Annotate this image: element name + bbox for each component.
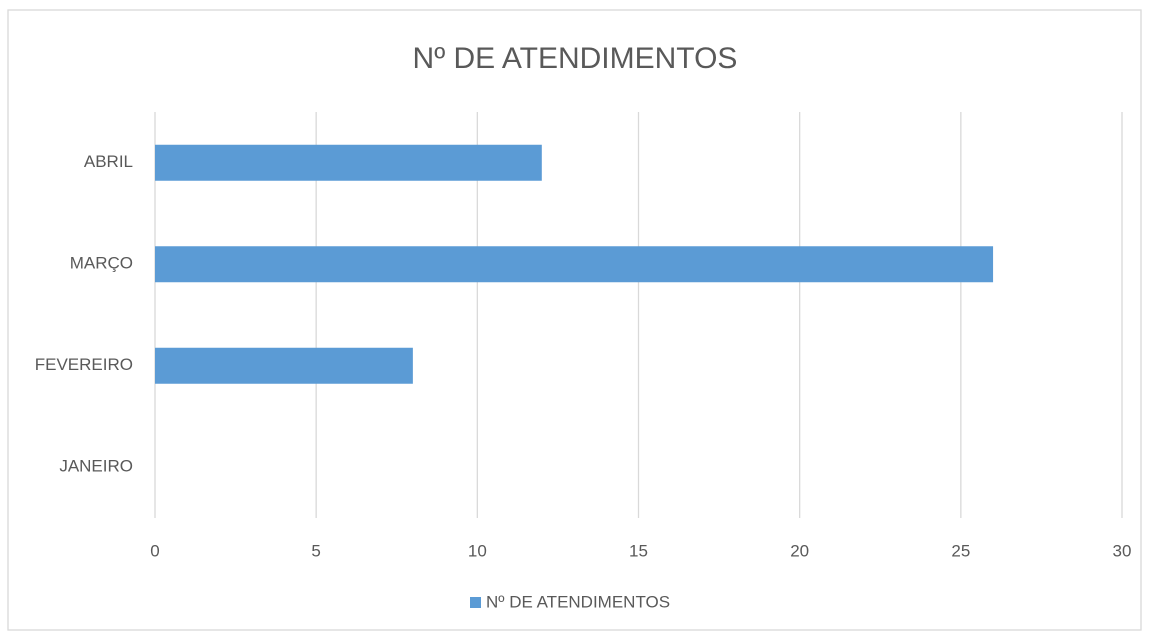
y-tick-label: FEVEREIRO <box>35 355 133 374</box>
chart-title: Nº DE ATENDIMENTOS <box>413 42 738 75</box>
x-tick-label: 10 <box>468 541 487 560</box>
x-tick-label: 0 <box>150 541 159 560</box>
legend-label: Nº DE ATENDIMENTOS <box>486 592 670 611</box>
x-tick-label: 5 <box>311 541 320 560</box>
bar <box>155 347 413 384</box>
x-tick-label: 25 <box>951 541 970 560</box>
bar <box>155 144 542 181</box>
y-tick-label: JANEIRO <box>59 457 133 476</box>
legend-swatch <box>470 597 481 608</box>
bar <box>155 246 994 283</box>
y-tick-label: MARÇO <box>70 254 133 273</box>
x-tick-label: 30 <box>1113 541 1132 560</box>
x-tick-label: 15 <box>629 541 648 560</box>
x-tick-label: 20 <box>790 541 809 560</box>
chart-border <box>7 9 1142 631</box>
y-tick-label: ABRIL <box>84 152 133 171</box>
